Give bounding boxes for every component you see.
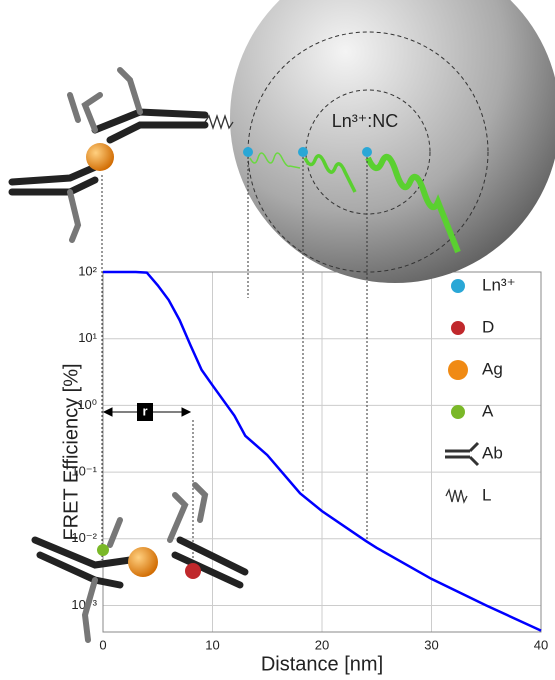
x-tick-label: 20 — [315, 637, 329, 652]
y-tick-label: 10² — [78, 263, 97, 278]
legend-marker — [445, 488, 468, 504]
x-tick-label: 0 — [99, 637, 106, 652]
x-tick-label: 10 — [205, 637, 219, 652]
y-tick-label: 10¹ — [78, 330, 97, 345]
shell — [247, 31, 489, 273]
ion — [362, 147, 372, 157]
x-axis-label: Distance [nm] — [261, 653, 383, 675]
legend-label: Ag — [482, 359, 503, 378]
y-tick-label: 10⁻¹ — [71, 464, 97, 479]
x-tick-label: 30 — [424, 637, 438, 652]
legend-marker — [451, 405, 465, 419]
x-tick-label: 40 — [534, 637, 548, 652]
axes-frame — [102, 271, 542, 633]
legend-label: D — [482, 317, 494, 336]
linker — [204, 113, 234, 131]
fret-curve — [103, 270, 542, 632]
legend-marker — [448, 360, 468, 380]
legend-label: A — [482, 401, 494, 420]
emission — [365, 153, 461, 254]
antibody-top — [8, 67, 209, 243]
ion — [298, 147, 308, 157]
antigen — [86, 143, 114, 171]
legend-marker — [451, 279, 465, 293]
donor — [185, 563, 201, 579]
acceptor — [97, 544, 109, 556]
r-label: r — [142, 403, 147, 418]
y-tick-label: 10⁰ — [77, 397, 97, 412]
legend-label: Ab — [482, 443, 503, 462]
legend-marker — [451, 321, 465, 335]
emission — [303, 154, 357, 193]
antigen — [128, 547, 158, 577]
y-tick-label: 10⁻² — [71, 530, 97, 545]
shell — [305, 89, 431, 215]
legend-label: L — [482, 485, 491, 504]
legend-label: Ln³⁺ — [482, 275, 516, 294]
ion — [243, 147, 253, 157]
antibody-bottom — [31, 482, 249, 643]
emission — [249, 152, 301, 169]
y-axis-label: FRET Efficiency [%] — [60, 363, 82, 540]
nc-label: Ln³⁺:NC — [332, 111, 399, 131]
legend-marker — [445, 441, 480, 467]
r-box — [137, 403, 153, 421]
legend: Ln³⁺ D Ag A Ab L — [445, 275, 516, 504]
nanocrystal — [230, 0, 555, 283]
